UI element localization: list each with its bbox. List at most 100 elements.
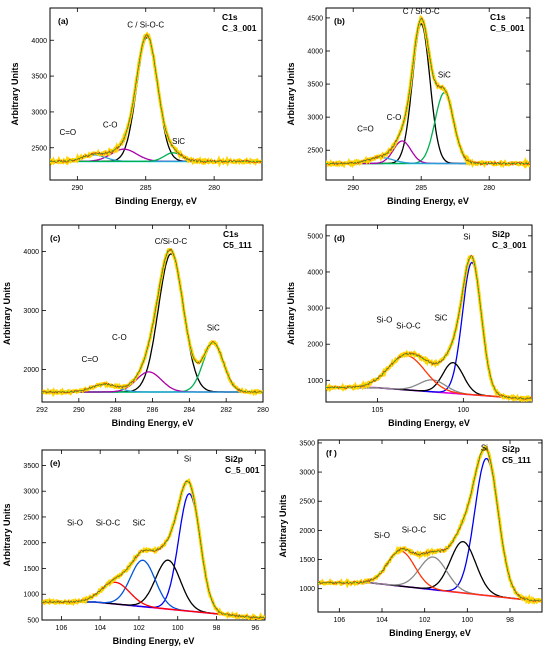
y-axis-title: Arbitrary Units [286, 282, 296, 345]
x-tick-label: 102 [419, 617, 431, 624]
x-tick-label: 290 [347, 185, 359, 192]
fit-envelope [318, 447, 542, 601]
y-tick-label: 3000 [307, 115, 323, 122]
y-tick-label: 5000 [307, 233, 323, 240]
experimental-data [42, 247, 263, 398]
y-tick-label: 3000 [23, 308, 39, 315]
panel-title: C1s [222, 12, 238, 22]
component-peak-si-o-c [42, 559, 265, 619]
peak-label: C=O [357, 125, 374, 134]
component-peak-sic [42, 559, 265, 619]
x-axis-title: Binding Energy, eV [389, 628, 471, 638]
peak-label: SiC [435, 314, 448, 323]
peak-label: C=O [59, 128, 76, 137]
y-tick-label: 3000 [31, 109, 47, 116]
x-tick-label: 104 [94, 625, 106, 632]
peak-label: C/Si-O-C [155, 237, 188, 246]
peak-label: Si-O-C [396, 322, 421, 331]
panel-subtitle: C5_111 [223, 240, 252, 250]
panel-letter: (c) [50, 233, 61, 243]
panel-subtitle: C_5_001 [490, 23, 525, 33]
experimental-data [42, 478, 265, 620]
peak-label: Si-O [376, 316, 392, 325]
chart-panel-5: 106 104 102 100 98 96 500 1000 1500 2000 2500 3000 3… [2, 449, 266, 646]
x-tick-label: 282 [220, 407, 232, 414]
x-axis-title: Binding Energy, eV [113, 636, 195, 646]
y-tick-label: 4000 [23, 249, 39, 256]
peak-label: SiC [172, 137, 185, 146]
panel-subtitle: C_3_001 [222, 23, 257, 33]
component-peak-sic [42, 342, 263, 393]
y-axis-title: Arbitrary Units [278, 494, 288, 557]
x-tick-label: 288 [110, 407, 122, 414]
x-tick-label: 106 [333, 617, 345, 624]
y-tick-label: 2500 [299, 499, 315, 506]
panel-title: Si2p [492, 229, 510, 239]
experimental-data-points [326, 254, 532, 400]
y-axis-title: Arbitrary Units [2, 282, 12, 345]
peak-label: SiC [433, 513, 446, 522]
peak-label: SiC [207, 324, 220, 333]
x-tick-label: 284 [183, 407, 195, 414]
x-tick-label: 100 [457, 407, 469, 414]
y-tick-label: 4000 [307, 269, 323, 276]
panel-title: C1s [223, 229, 239, 239]
peak-label: Si-O-C [96, 519, 121, 528]
peak-label: C / Si-O-C [127, 20, 164, 29]
experimental-data [326, 255, 532, 402]
y-axis-title: Arbitrary Units [286, 62, 296, 125]
plot-frame [41, 449, 266, 621]
y-tick-label: 2500 [307, 148, 323, 155]
fit-envelope [326, 255, 532, 399]
peak-label: C-O [387, 113, 402, 122]
panel-subtitle: C_3_001 [492, 240, 527, 250]
chart-panel-2: 290 285 280 2500 3000 3500 4000 4500 Binding Ene… [286, 7, 531, 206]
plot-frame [325, 7, 531, 181]
x-tick-label: 106 [56, 625, 68, 632]
panel-letter: (b) [334, 16, 345, 26]
x-tick-label: 102 [133, 625, 145, 632]
panel-letter: (a) [58, 16, 69, 26]
x-axis-title: Binding Energy, eV [112, 418, 194, 428]
y-tick-label: 3500 [23, 463, 39, 470]
chart-panel-4: 105 100 1000 2000 3000 4000 5000 Binding Energy… [286, 224, 533, 428]
y-tick-label: 2000 [23, 367, 39, 374]
y-axis-title: Arbitrary Units [10, 62, 20, 125]
peak-label: Si-O [67, 519, 83, 528]
y-tick-label: 1500 [299, 557, 315, 564]
y-tick-label: 2500 [31, 145, 47, 152]
y-tick-label: 1000 [23, 592, 39, 599]
x-axis-title: Binding Energy, eV [115, 196, 197, 206]
x-tick-label: 100 [172, 625, 184, 632]
y-tick-label: 2000 [299, 528, 315, 535]
panel-letter: (d) [334, 233, 345, 243]
peak-label: SiC [133, 519, 146, 528]
chart-panel-3: 292 290 288 286 284 282 280 2000 3000 4000 Binding… [2, 224, 269, 428]
peak-label: Si-O [374, 531, 390, 540]
experimental-data-points [318, 447, 542, 603]
panel-letter: (e) [50, 458, 61, 468]
peak-label: C-O [112, 333, 127, 342]
experimental-data-points [50, 33, 262, 164]
x-tick-label: 100 [461, 617, 473, 624]
y-tick-label: 2000 [23, 540, 39, 547]
y-tick-label: 2500 [23, 514, 39, 521]
y-tick-label: 4000 [307, 49, 323, 56]
y-tick-label: 3500 [31, 74, 47, 81]
plot-frame [325, 224, 533, 403]
y-tick-label: 3500 [299, 440, 315, 447]
panel-subtitle: C5_111 [502, 455, 531, 465]
y-tick-label: 4000 [31, 38, 47, 45]
x-axis-title: Binding Energy, eV [387, 196, 469, 206]
x-tick-label: 292 [36, 407, 48, 414]
y-tick-label: 3000 [307, 306, 323, 313]
x-tick-label: 98 [213, 625, 221, 632]
experimental-data [318, 444, 542, 605]
peak-label: Si-O-C [402, 526, 427, 535]
x-tick-label: 280 [257, 407, 269, 414]
fit-envelope [50, 34, 262, 162]
fit-envelope [326, 18, 530, 164]
x-tick-label: 285 [140, 185, 152, 192]
x-tick-label: 105 [372, 407, 384, 414]
